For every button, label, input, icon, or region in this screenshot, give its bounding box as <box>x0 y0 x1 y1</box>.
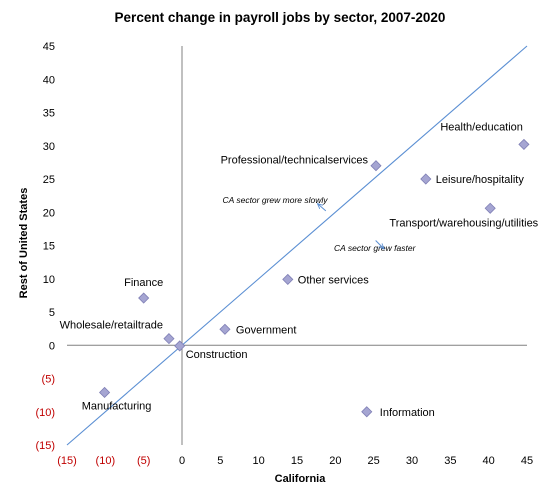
data-point-label: Manufacturing <box>82 400 152 412</box>
annotation-faster: CA sector grew faster <box>334 243 417 253</box>
chart-title: Percent change in payroll jobs by sector… <box>115 10 446 25</box>
data-point-marker <box>174 340 186 352</box>
y-tick-label: 25 <box>43 174 55 186</box>
data-point-marker <box>219 323 231 335</box>
axes-group <box>67 46 527 445</box>
y-tick-label: 40 <box>43 74 55 86</box>
y-tick-label: 20 <box>43 207 55 219</box>
data-point-label: Construction <box>186 349 248 361</box>
data-point-label: Professional/technicalservices <box>221 155 369 167</box>
data-point-marker <box>138 292 150 304</box>
y-tick-label: 15 <box>43 241 55 253</box>
reference-line-group <box>66 45 528 446</box>
data-point-marker <box>99 386 111 399</box>
x-axis-title: California <box>275 473 327 485</box>
data-point-label: Transport/warehousing/utilities <box>389 217 538 229</box>
data-point-marker <box>361 406 373 418</box>
point-labels-group: Health/education Professional/technicalse… <box>60 121 539 418</box>
y-axis-title: Rest of United States <box>18 188 30 299</box>
annotations-group: CA sector grew more slowly CA sector grew… <box>222 195 416 253</box>
y-tick-label: (15) <box>35 440 55 452</box>
x-tick-label: 25 <box>368 455 380 467</box>
x-tick-label: 30 <box>406 455 418 467</box>
reference-diagonal-line <box>66 45 528 446</box>
data-point-label: Other services <box>298 274 369 286</box>
data-point-marker <box>518 138 530 150</box>
y-tick-label: 10 <box>43 274 55 286</box>
y-tick-label: 30 <box>43 141 55 153</box>
data-point-marker <box>370 160 382 172</box>
y-tick-label: (10) <box>35 407 55 419</box>
x-tick-label: (15) <box>57 455 77 467</box>
x-tick-label: 45 <box>521 455 533 467</box>
x-tick-label: (5) <box>137 455 150 467</box>
arrow-faster <box>375 240 384 248</box>
data-point-label: Government <box>236 324 297 336</box>
y-tick-label: 35 <box>43 108 55 120</box>
data-point-label: Leisure/hospitality <box>436 174 525 186</box>
x-tick-label: (10) <box>96 455 116 467</box>
x-tick-label: 10 <box>253 455 265 467</box>
x-tick-label: 0 <box>179 455 185 467</box>
y-tick-label: 5 <box>49 307 55 319</box>
data-point-label: Health/education <box>440 121 523 133</box>
data-point-marker <box>484 202 496 214</box>
x-tick-label: 20 <box>329 455 341 467</box>
x-tick-label: 40 <box>483 455 495 467</box>
annotation-slower: CA sector grew more slowly <box>222 195 328 205</box>
arrow-slower <box>318 204 327 212</box>
x-tick-label: 5 <box>217 455 223 467</box>
y-tick-label: (5) <box>42 374 55 386</box>
data-point-label: Wholesale/retailtrade <box>60 320 163 332</box>
x-tick-label: 15 <box>291 455 303 467</box>
tick-labels-group: (15) (10) (5) 0 5 10 15 20 25 30 35 40 45 45 40 35 30 25 2… <box>35 41 533 467</box>
data-point-marker <box>282 273 294 285</box>
data-point-marker <box>163 333 175 345</box>
y-tick-label: 0 <box>49 340 55 352</box>
data-point-label: Finance <box>124 277 163 289</box>
y-tick-label: 45 <box>43 41 55 53</box>
data-point-label: Information <box>380 407 435 419</box>
data-points-group <box>99 138 530 418</box>
data-point-marker <box>420 173 432 185</box>
x-tick-label: 35 <box>444 455 456 467</box>
